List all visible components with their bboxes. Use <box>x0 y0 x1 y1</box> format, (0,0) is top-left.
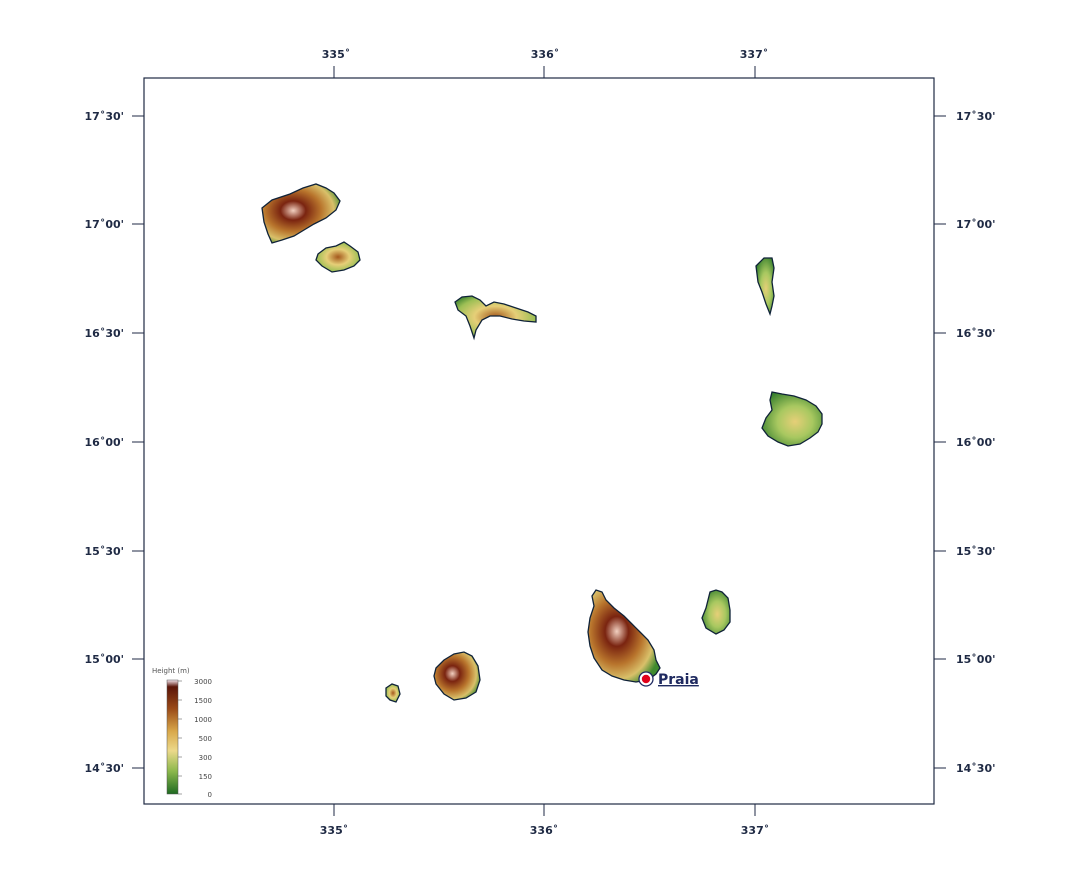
tick-marks <box>132 66 946 816</box>
left-tick-label: 15˚00' <box>85 653 124 666</box>
top-tick-label: 337˚ <box>740 48 768 61</box>
left-tick-label: 16˚30' <box>85 327 124 340</box>
bottom-tick-label: 335˚ <box>320 824 348 837</box>
legend-label: 1000 <box>194 716 212 724</box>
island-small-northwest <box>315 241 361 273</box>
legend-label: 3000 <box>194 678 212 686</box>
bottom-tick-label: 336˚ <box>530 824 558 837</box>
bottom-tick-labels: 335˚ 336˚ 337˚ <box>320 824 769 837</box>
top-tick-label: 336˚ <box>531 48 559 61</box>
island-northeast <box>755 257 775 317</box>
legend-label: 0 <box>208 791 212 799</box>
right-tick-label: 15˚00' <box>956 653 995 666</box>
island-tiny-southwest <box>385 683 401 703</box>
island-central <box>454 295 537 341</box>
right-tick-label: 17˚30' <box>956 110 995 123</box>
legend-colorbar <box>166 679 179 795</box>
right-tick-label: 16˚30' <box>956 327 995 340</box>
island-southeast <box>701 589 731 635</box>
top-tick-labels: 335˚ 336˚ 337˚ <box>322 48 768 61</box>
island-northwest <box>261 183 341 244</box>
legend-label: 1500 <box>194 697 212 705</box>
top-tick-label: 335˚ <box>322 48 350 61</box>
city-marker-praia[interactable]: Praia <box>638 671 699 688</box>
islands <box>261 183 823 703</box>
legend-label: 150 <box>199 773 212 781</box>
island-southwest <box>433 651 481 701</box>
island-main-south <box>587 589 661 683</box>
right-tick-labels: 17˚30' 17˚00' 16˚30' 16˚00' 15˚30' 15˚00… <box>956 110 995 775</box>
left-tick-label: 14˚30' <box>85 762 124 775</box>
right-tick-label: 16˚00' <box>956 436 995 449</box>
city-marker-dot <box>641 674 651 684</box>
left-tick-label: 17˚30' <box>85 110 124 123</box>
right-tick-label: 14˚30' <box>956 762 995 775</box>
island-east <box>761 391 823 447</box>
right-tick-label: 17˚00' <box>956 218 995 231</box>
left-tick-label: 17˚00' <box>85 218 124 231</box>
map-frame <box>143 77 935 805</box>
city-label-praia[interactable]: Praia <box>658 672 699 688</box>
legend-title: Height (m) <box>152 667 190 675</box>
legend-label: 500 <box>199 735 212 743</box>
legend-label: 300 <box>199 754 212 762</box>
bottom-tick-label: 337˚ <box>741 824 769 837</box>
right-tick-label: 15˚30' <box>956 545 995 558</box>
left-tick-labels: 17˚30' 17˚00' 16˚30' 16˚00' 15˚30' 15˚00… <box>85 110 124 775</box>
left-tick-label: 15˚30' <box>85 545 124 558</box>
left-tick-label: 16˚00' <box>85 436 124 449</box>
height-legend: Height (m) 3000 1500 1000 500 300 150 0 <box>152 667 212 799</box>
